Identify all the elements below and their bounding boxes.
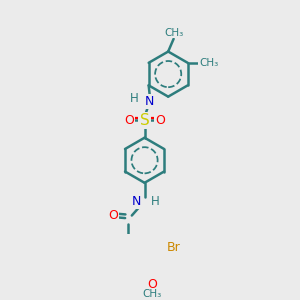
Text: N: N	[131, 195, 141, 208]
Text: O: O	[155, 114, 165, 127]
Text: CH₃: CH₃	[142, 289, 162, 299]
Text: N: N	[145, 95, 154, 108]
Text: S: S	[140, 113, 149, 128]
Text: O: O	[124, 114, 134, 127]
Text: O: O	[147, 278, 157, 291]
Text: CH₃: CH₃	[199, 58, 218, 68]
Text: Br: Br	[167, 242, 181, 254]
Text: H: H	[151, 195, 160, 208]
Text: O: O	[108, 209, 118, 222]
Text: CH₃: CH₃	[164, 28, 183, 38]
Text: H: H	[130, 92, 138, 105]
